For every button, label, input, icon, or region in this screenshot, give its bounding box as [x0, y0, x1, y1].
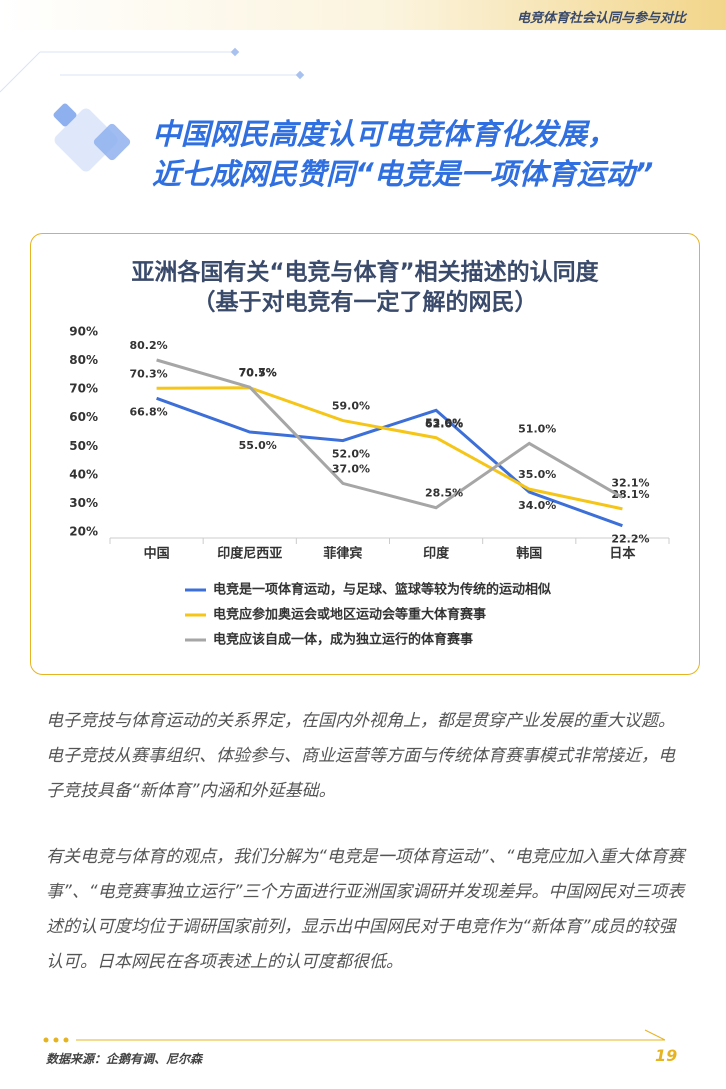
- y-tick-label: 20%: [69, 525, 98, 539]
- chart: 亚洲各国有关“电竞与体育”相关描述的认同度 （基于对电竞有一定了解的网民） 20…: [30, 233, 700, 675]
- headline: 中国网民高度认可电竞体育化发展， 近七成网民赞同“电竞是一项体育运动”: [152, 114, 653, 194]
- data-label: 62.6%: [425, 417, 463, 430]
- series-line: [156, 386, 623, 511]
- x-tick-label: 中国: [144, 546, 170, 562]
- data-label: 55.0%: [239, 439, 277, 452]
- y-tick-label: 80%: [69, 353, 98, 367]
- y-tick-label: 60%: [69, 410, 98, 424]
- data-label: 51.0%: [518, 422, 556, 435]
- y-tick-label: 70%: [69, 382, 98, 396]
- x-tick-label: 韩国: [516, 546, 542, 562]
- data-label: 59.0%: [332, 400, 370, 413]
- x-tick-label: 菲律宾: [323, 546, 362, 562]
- decoration: [0, 47, 305, 172]
- header-bar: [0, 0, 726, 30]
- legend-label: 电竞是一项体育运动，与足球、篮球等较为传统的运动相似: [213, 582, 551, 598]
- legend-label: 电竞应该自成一体，成为独立运行的体育赛事: [213, 632, 473, 648]
- y-tick-label: 50%: [69, 439, 98, 453]
- x-tick-label: 印度: [423, 546, 450, 562]
- y-tick-label: 30%: [69, 496, 98, 510]
- headline-line: 近七成网民赞同“电竞是一项体育运动”: [152, 157, 654, 191]
- x-tick-label: 印度尼西亚: [217, 546, 282, 562]
- chart-title: 亚洲各国有关“电竞与体育”相关描述的认同度: [131, 259, 599, 286]
- x-tick-label: 日本: [609, 546, 635, 562]
- data-label: 80.2%: [129, 339, 167, 352]
- data-label: 53.0%: [425, 417, 463, 430]
- data-label: 70.3%: [129, 367, 167, 380]
- chart-subtitle: （基于对电竞有一定了解的网民）: [193, 289, 538, 316]
- data-label: 28.5%: [425, 487, 463, 500]
- data-label: 22.2%: [611, 533, 649, 546]
- data-label: 66.8%: [129, 405, 167, 418]
- series-line: [156, 396, 623, 528]
- y-tick-label: 90%: [69, 325, 98, 339]
- y-tick-label: 40%: [69, 467, 98, 481]
- data-label: 37.0%: [332, 462, 370, 475]
- data-label: 70.5%: [239, 367, 277, 380]
- data-label: 52.0%: [332, 448, 370, 461]
- data-label: 32.1%: [611, 476, 649, 489]
- series-line: [156, 358, 624, 510]
- page-number: 19: [655, 1046, 678, 1065]
- data-label: 34.0%: [518, 499, 556, 512]
- footer-decoration: [43, 1029, 666, 1043]
- headline-line: 中国网民高度认可电竞体育化发展，: [152, 117, 617, 151]
- paragraph: 有关电竞与体育的观点，我们分解为“电竞是一项体育运动”、“电竞应加入重大体育赛事…: [46, 847, 685, 972]
- paragraph: 电子竞技与体育运动的关系界定，在国内外视角上，都是贯穿产业发展的重大议题。电子竞…: [46, 711, 675, 801]
- header-title: 电竞体育社会认同与参与对比: [516, 11, 686, 26]
- data-label: 70.7%: [239, 366, 277, 379]
- legend-label: 电竞应参加奥运会或地区运动会等重大体育赛事: [213, 607, 486, 623]
- data-label: 35.0%: [518, 468, 556, 481]
- source: 数据来源：企鹅有调、尼尔森: [46, 1052, 203, 1066]
